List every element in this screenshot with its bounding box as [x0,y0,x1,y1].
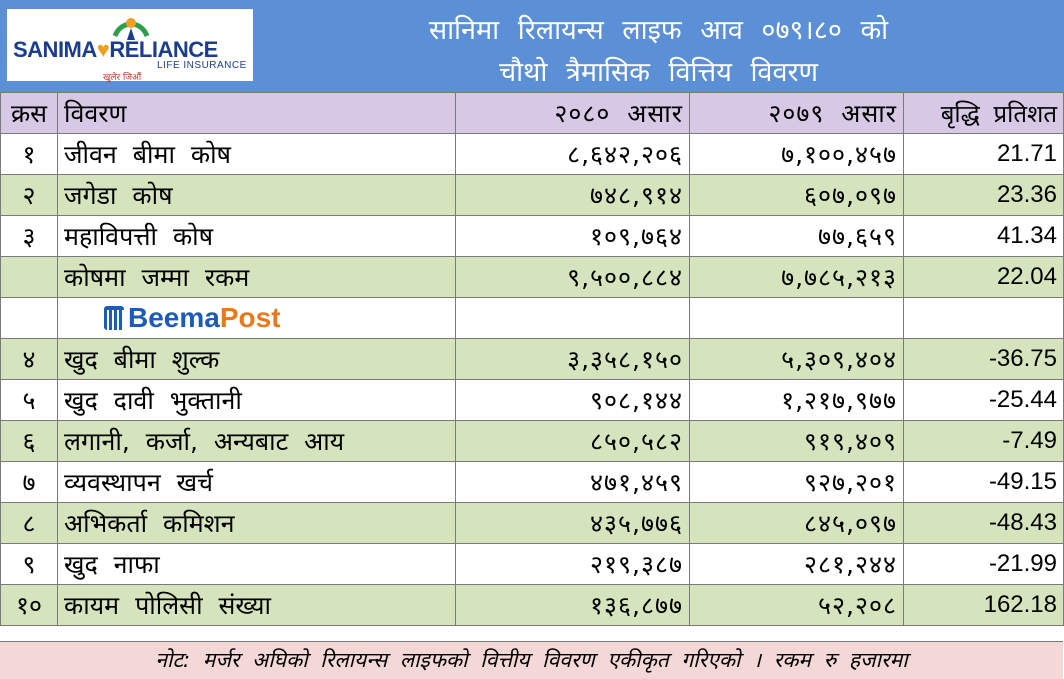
cell-growth: -25.44 [903,379,1064,421]
cell-growth: 22.04 [903,256,1064,298]
cell-growth: -49.15 [903,461,1064,503]
column-header-2079: २०७९ असार [689,92,904,134]
table-row: १० कायम पोलिसी संख्या १३६,८७७ ५२,२०८ 162… [0,584,1064,626]
cell-2079: १,२१७,९७७ [689,379,904,421]
cell-description: खुद बीमा शुल्क [57,338,456,380]
cell-sn: १० [0,584,58,626]
column-header-2080: २०८० असार [455,92,690,134]
logo-subline: LIFE INSURANCE [157,60,247,71]
cell-growth: 162.18 [903,584,1064,626]
cell-sn: ६ [0,420,58,462]
cell-sn: १ [0,133,58,175]
cell-growth: 23.36 [903,174,1064,216]
column-header-description: विवरण [57,92,456,134]
cell-description: कोषमा जम्मा रकम [57,256,456,298]
cell-description: जीवन बीमा कोष [57,133,456,175]
cell-2080: ४७१,४५९ [455,461,690,503]
cell-growth: 21.71 [903,133,1064,175]
cell-2080: ७४८,९१४ [455,174,690,216]
cell-sn: ५ [0,379,58,421]
table-row: २ जगेडा कोष ७४८,९१४ ६०७,०९७ 23.36 [0,174,1064,216]
cell-2079: ७,१००,४५७ [689,133,904,175]
cell-2079: ६०७,०९७ [689,174,904,216]
header-banner: SANIMA♥RELIANCE LIFE INSURANCE खुलेर जिऔ… [0,0,1064,92]
cell-2080: ८,६४२,२०६ [455,133,690,175]
cell-sn [0,256,58,298]
cell-watermark: Beema Post [57,297,456,339]
cell-sn: ४ [0,338,58,380]
table-row: ३ महाविपत्ती कोष १०९,७६४ ७७,६५९ 41.34 [0,215,1064,257]
table-row: ५ खुद दावी भुक्तानी ९०८,१४४ १,२१७,९७७ -2… [0,379,1064,421]
table-row: ७ व्यवस्थापन खर्च ४७१,४५९ ९२७,२०१ -49.15 [0,461,1064,503]
cell-description: व्यवस्थापन खर्च [57,461,456,503]
logo-wordmark: SANIMA♥RELIANCE [13,37,218,62]
cell-description: लगानी, कर्जा, अन्यबाट आय [57,420,456,462]
cell-2079 [689,297,904,339]
cell-2080: ९०८,१४४ [455,379,690,421]
cell-2080 [455,297,690,339]
cell-growth: 41.34 [903,215,1064,257]
table-row: १ जीवन बीमा कोष ८,६४२,२०६ ७,१००,४५७ 21.7… [0,133,1064,175]
cell-description: अभिकर्ता कमिशन [57,502,456,544]
cell-2080: १३६,८७७ [455,584,690,626]
cell-2080: ३,३५८,१५० [455,338,690,380]
logo-emblem-icon [112,18,150,40]
cell-2079: ९१९,४०९ [689,420,904,462]
cell-growth: -36.75 [903,338,1064,380]
beemapost-watermark: Beema Post [104,302,281,334]
table-row-spacer: Beema Post [0,297,1064,339]
cell-2079: २८१,२४४ [689,543,904,585]
cell-description: खुद नाफा [57,543,456,585]
cell-description: कायम पोलिसी संख्या [57,584,456,626]
table-row: ८ अभिकर्ता कमिशन ४३५,७७६ ८४५,०९७ -48.43 [0,502,1064,544]
cell-2079: ७,७८५,२१३ [689,256,904,298]
table-row: ९ खुद नाफा २१९,३८७ २८१,२४४ -21.99 [0,543,1064,585]
cell-description: खुद दावी भुक्तानी [57,379,456,421]
cell-growth: -7.49 [903,420,1064,462]
cell-description: महाविपत्ती कोष [57,215,456,257]
table-row: ४ खुद बीमा शुल्क ३,३५८,१५० ५,३०९,४०४ -36… [0,338,1064,380]
cell-growth: -21.99 [903,543,1064,585]
cell-2080: ८५०,५८२ [455,420,690,462]
cell-sn: ३ [0,215,58,257]
cell-2079: ५,३०९,४०४ [689,338,904,380]
cell-growth: -48.43 [903,502,1064,544]
beemapost-logo-icon [104,306,124,330]
company-logo: SANIMA♥RELIANCE LIFE INSURANCE खुलेर जिऔ… [7,9,253,83]
cell-sn: ९ [0,543,58,585]
cell-2080: ९,५००,८८४ [455,256,690,298]
table-header-row: क्रस विवरण २०८० असार २०७९ असार बृद्धि प्… [0,92,1064,134]
cell-sn: ७ [0,461,58,503]
cell-2079: ८४५,०९७ [689,502,904,544]
cell-sn: ८ [0,502,58,544]
cell-2079: ७७,६५९ [689,215,904,257]
cell-2080: ४३५,७७६ [455,502,690,544]
cell-description: जगेडा कोष [57,174,456,216]
report-title-line1: सानिमा रिलायन्स लाइफ आव ०७९।८० को [428,15,889,46]
column-header-growth: बृद्धि प्रतिशत [903,92,1064,134]
logo-tagline: खुलेर जिऔं [103,73,142,83]
cell-sn [0,297,58,339]
table-row-total: कोषमा जम्मा रकम ९,५००,८८४ ७,७८५,२१३ 22.0… [0,256,1064,298]
cell-2080: २१९,३८७ [455,543,690,585]
cell-2079: ९२७,२०१ [689,461,904,503]
cell-sn: २ [0,174,58,216]
cell-2079: ५२,२०८ [689,584,904,626]
footnote: नोट: मर्जर अघिको रिलायन्स लाइफको वित्तीय… [0,641,1063,679]
table-row: ६ लगानी, कर्जा, अन्यबाट आय ८५०,५८२ ९१९,४… [0,420,1064,462]
report-title-line2: चौथो त्रैमासिक वित्तिय विवरण [498,57,819,88]
column-header-sn: क्रस [0,92,58,134]
cell-2080: १०९,७६४ [455,215,690,257]
financial-table: क्रस विवरण २०८० असार २०७९ असार बृद्धि प्… [0,92,1064,626]
cell-growth [903,297,1064,339]
